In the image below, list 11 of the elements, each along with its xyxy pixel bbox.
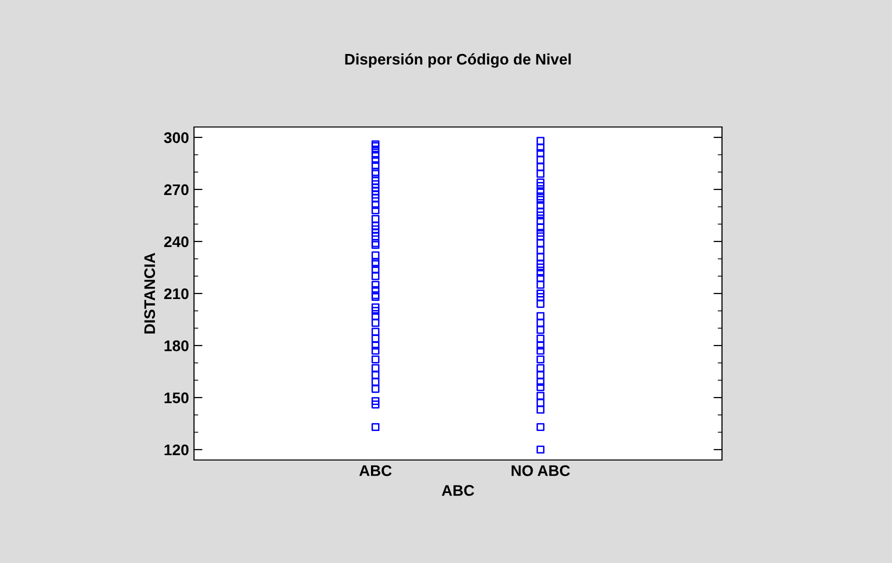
x-tick-label: NO ABC (512, 465, 570, 476)
chart-title: Dispersión por Código de Nivel (345, 53, 571, 68)
y-axis-title: DISTANCIA (144, 252, 156, 334)
y-tick-label: 180 (164, 340, 189, 352)
y-tick-label: 210 (164, 288, 189, 300)
y-tick-label: 150 (164, 392, 189, 404)
y-tick-label: 300 (164, 132, 189, 144)
y-tick-label: 120 (164, 444, 189, 456)
y-tick-label: 240 (164, 236, 189, 248)
x-axis-title: ABC (442, 485, 474, 496)
y-tick-label: 270 (164, 184, 189, 196)
